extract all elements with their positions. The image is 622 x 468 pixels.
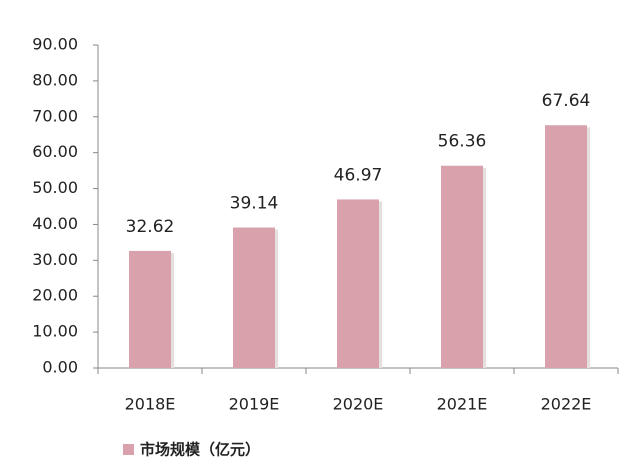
data-label: 67.64 [542,91,591,111]
legend-label: 市场规模（亿元） [140,441,260,459]
bar [441,165,483,368]
x-tick-label: 2018E [125,395,176,414]
x-tick-label: 2021E [437,395,488,414]
y-tick-label: 90.00 [32,35,78,54]
legend-swatch [123,444,134,455]
bar [233,227,275,368]
y-tick-label: 30.00 [32,250,78,269]
data-label: 39.14 [230,194,279,214]
bar [337,199,379,368]
y-tick-label: 60.00 [32,142,78,161]
bar [545,125,587,368]
data-label: 32.62 [126,217,175,237]
y-tick-label: 10.00 [32,322,78,341]
y-tick-label: 20.00 [32,286,78,305]
y-tick-label: 70.00 [32,106,78,125]
bar [129,250,171,368]
data-label: 46.97 [334,165,383,185]
x-tick-label: 2019E [229,395,280,414]
y-tick-label: 80.00 [32,70,78,89]
x-tick-label: 2022E [541,395,592,414]
x-tick-label: 2020E [333,395,384,414]
data-label: 56.36 [438,132,487,152]
y-tick-label: 40.00 [32,214,78,233]
y-tick-label: 50.00 [32,178,78,197]
y-tick-label: 0.00 [42,358,78,377]
